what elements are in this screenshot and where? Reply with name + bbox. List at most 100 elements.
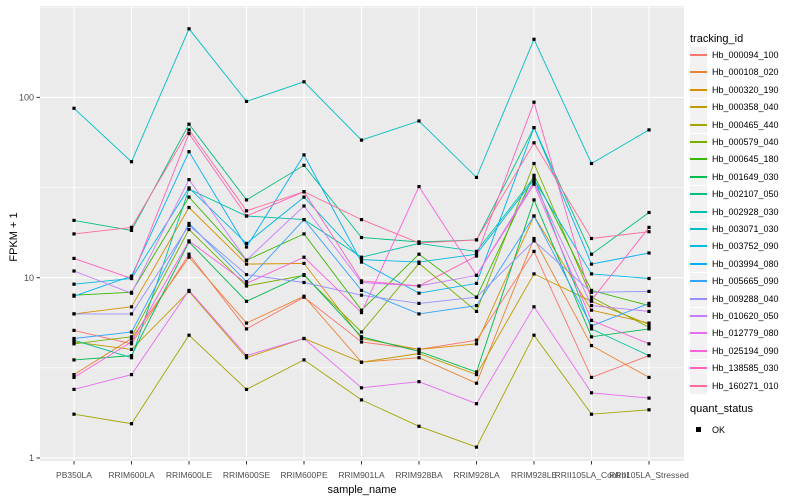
legend-item-Hb_138585_030: Hb_138585_030 [690,359,779,377]
data-point [647,342,651,346]
data-point [647,301,651,305]
legend-key-swatch [690,255,707,273]
data-point [187,255,191,259]
data-point [359,340,364,344]
legend-label: Hb_000358_040 [712,102,779,113]
x-tick-label: RRIM600PE [280,470,328,480]
data-point [647,309,651,313]
data-point [474,381,479,385]
data-point [359,288,364,292]
data-point [302,336,306,341]
data-point [302,255,306,259]
data-point [129,354,134,358]
legend-label: Hb_010620_050 [712,311,779,321]
data-point [359,398,364,402]
data-point [129,312,134,316]
data-point [474,309,479,313]
data-point [647,375,651,379]
data-point [647,289,651,293]
data-point [589,335,594,339]
legend-color-line [690,106,707,109]
legend-color-line [690,315,707,317]
legend-color-line [690,71,707,74]
data-point [359,293,364,297]
data-point [72,375,76,379]
data-point [532,100,536,104]
data-point [129,373,134,377]
data-point [359,311,364,315]
data-point [359,336,364,341]
x-tick-label: PB350LA [56,470,92,480]
legend-color-line [690,367,707,370]
legend-color-line [690,193,707,196]
legend-title-tracking-id: tracking_id [690,33,744,45]
data-point [647,276,651,281]
data-point [589,308,594,312]
y-tick-label: 100 [19,93,34,103]
data-point [302,261,306,265]
data-point [187,252,191,256]
data-point [302,163,306,167]
legend-key-swatch [690,185,707,203]
data-point [187,221,191,225]
data-point [589,327,594,331]
legend-label: Hb_012779_080 [712,328,779,339]
legend-color-line [690,210,707,213]
legend-item-Hb_160271_010: Hb_160271_010 [690,377,779,395]
legend-label: Hb_000108_020 [712,67,779,78]
data-point [302,232,306,236]
data-point [589,298,594,302]
data-point [129,356,134,360]
data-point [359,235,364,240]
data-point [302,153,306,157]
data-point [72,269,76,273]
data-point [187,205,191,210]
data-point [302,190,306,194]
legend-key-swatch [690,307,707,325]
data-point [129,347,134,351]
data-point [129,225,134,229]
legend-item-Hb_003994_080: Hb_003994_080 [690,255,779,273]
data-point [244,356,249,360]
data-point [72,218,76,222]
data-point [589,344,594,348]
data-point [532,180,536,184]
data-point [129,228,134,232]
data-point [72,256,76,260]
data-point [244,214,249,218]
legend-item-quant-OK: OK [690,421,725,438]
data-point [647,251,651,255]
data-point [129,422,134,426]
data-point [244,354,249,358]
data-point [359,308,364,312]
data-point [647,322,651,327]
data-point [474,238,479,242]
data-point [244,258,249,262]
data-point [359,218,364,222]
data-point [187,122,191,126]
data-point [72,338,76,342]
data-point [129,274,134,278]
data-point [474,338,479,342]
data-point [72,232,76,236]
data-point [417,119,421,123]
data-point [359,386,364,390]
data-point [474,304,479,308]
data-point [647,396,651,400]
x-tick-label: RRIM928LE [511,470,558,480]
legend-item-Hb_000645_180: Hb_000645_180 [690,150,779,168]
data-point [244,387,249,391]
data-point [359,258,364,262]
data-point [474,445,479,449]
legend-color-line [690,384,707,387]
data-point [72,282,76,286]
data-point [187,178,191,182]
data-point [417,291,421,295]
data-point [187,227,191,232]
legend-label: Hb_000465_440 [712,119,779,130]
data-point [359,330,364,334]
data-point [187,223,191,227]
data-point [474,370,479,374]
data-point [532,333,536,337]
data-point [72,340,76,344]
